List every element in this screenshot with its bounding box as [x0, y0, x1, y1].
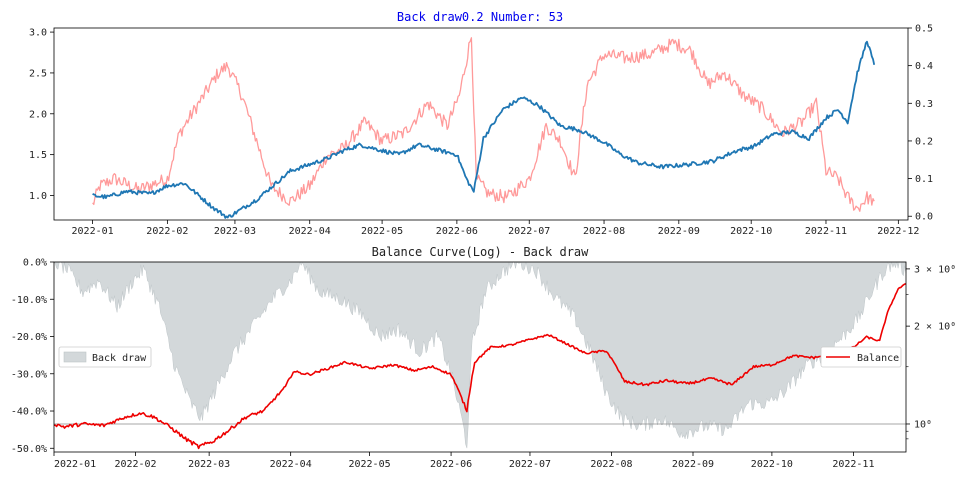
- x-tick-label: 2022-03: [214, 226, 256, 237]
- x-tick-label: 2022-03: [188, 459, 230, 470]
- y-left-tick-label: 0.0%: [23, 258, 47, 269]
- x-tick-label: 2022-07: [509, 459, 551, 470]
- x-tick-label: 2022-08: [583, 226, 625, 237]
- x-tick-label: 2022-06: [430, 459, 472, 470]
- legend-balance: Balance: [820, 346, 902, 368]
- legend-back-draw: Back draw: [58, 346, 152, 368]
- bottom-series-layer: [53, 261, 907, 450]
- y-right-tick-label: 0.4: [915, 61, 933, 72]
- balance-line: [54, 283, 907, 450]
- legend-balance-label: Balance: [857, 353, 899, 364]
- y-right-tick-label: 0.5: [915, 24, 933, 35]
- x-tick-label: 2022-04: [270, 459, 312, 470]
- series-line-balance-blue: [92, 40, 876, 219]
- x-tick-label: 2022-02: [146, 226, 188, 237]
- legend-back-draw-swatch: [63, 351, 87, 363]
- y-left-tick-label: 2.0: [29, 109, 47, 120]
- top-chart: Back draw0.2 Number: 53 2022-01 2022-02 20…: [29, 10, 933, 237]
- top-plot-frame: [53, 27, 909, 221]
- x-tick-label: 2022-01: [54, 459, 96, 470]
- bottom-axes-layer: 2022-01 2022-02 2022-03 2022-04 2022-05 2022-…: [11, 258, 956, 471]
- x-tick-label: 2022-12: [877, 226, 919, 237]
- x-tick-label: 2022-07: [508, 226, 550, 237]
- bottom-chart-title: Balance Curve(Log) - Back draw: [372, 245, 590, 259]
- top-chart-title: Back draw0.2 Number: 53: [397, 10, 563, 24]
- y-right-tick-label: 0.0: [915, 212, 933, 223]
- y-left-tick-label: -40.0%: [11, 407, 47, 418]
- x-tick-label: 2022-08: [590, 459, 632, 470]
- y-left-tick-label: -50.0%: [11, 444, 47, 455]
- legend-balance-box: [820, 346, 902, 368]
- x-tick-label: 2022-09: [672, 459, 714, 470]
- top-series-layer: [92, 37, 876, 219]
- bottom-chart: Balance Curve(Log) - Back draw 2022-01 20…: [11, 245, 956, 470]
- y-right-tick-label: 3 × 10⁰: [914, 264, 956, 275]
- top-axes-layer: 2022-01 2022-02 2022-03 2022-04 2022-05 2022-…: [29, 24, 933, 238]
- y-left-tick-label: 1.0: [29, 191, 47, 202]
- x-tick-label: 2022-02: [114, 459, 156, 470]
- x-tick-label: 2022-11: [805, 226, 847, 237]
- bottom-plot-frame: [53, 261, 907, 453]
- y-right-tick-label: 0.1: [915, 174, 933, 185]
- y-right-tick-label: 2 × 10⁰: [914, 322, 956, 333]
- series-line-backdraw-pink: [92, 37, 875, 212]
- y-left-tick-label: 3.0: [29, 28, 47, 39]
- x-tick-label: 2022-05: [348, 459, 390, 470]
- x-tick-label: 2022-05: [361, 226, 403, 237]
- x-tick-label: 2022-01: [72, 226, 114, 237]
- y-left-tick-label: 1.5: [29, 150, 47, 161]
- y-right-tick-label: 0.2: [915, 136, 933, 147]
- y-left-tick-label: -30.0%: [11, 369, 47, 380]
- legend-back-draw-label: Back draw: [92, 353, 147, 364]
- x-tick-label: 2022-10: [730, 226, 772, 237]
- y-left-tick-label: -10.0%: [11, 295, 47, 306]
- y-right-tick-label: 0.3: [915, 99, 933, 110]
- x-tick-label: 2022-06: [436, 226, 478, 237]
- x-tick-label: 2022-09: [658, 226, 700, 237]
- x-tick-label: 2022-11: [832, 459, 874, 470]
- x-tick-label: 2022-10: [751, 459, 793, 470]
- x-tick-label: 2022-04: [289, 226, 331, 237]
- y-right-tick-label: 10⁰: [914, 419, 932, 430]
- y-left-tick-label: -20.0%: [11, 332, 47, 343]
- drawdown-area: [53, 261, 907, 449]
- y-left-tick-label: 2.5: [29, 68, 47, 79]
